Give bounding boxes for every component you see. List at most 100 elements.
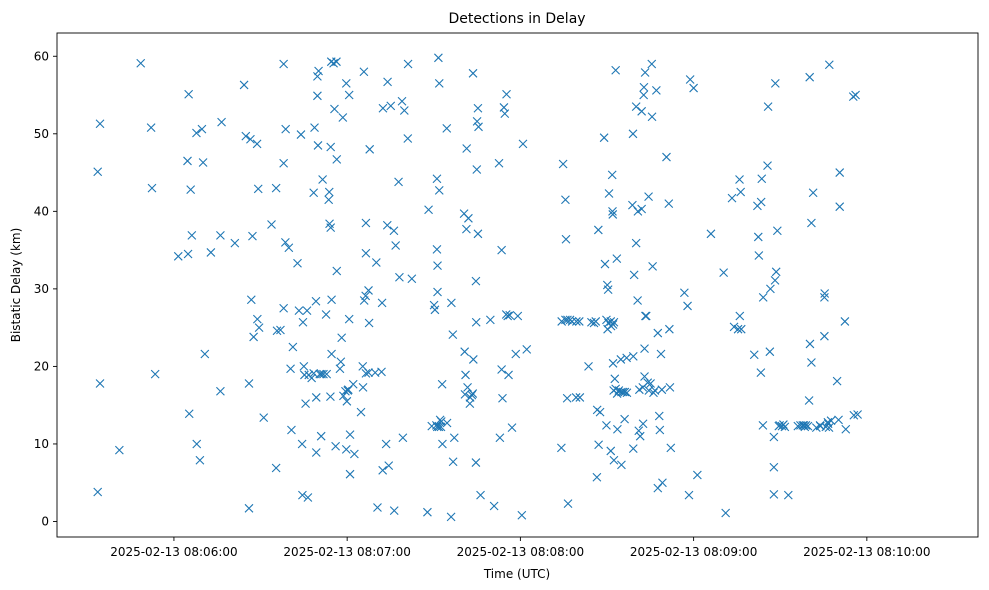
data-point [468,68,478,78]
data-point [567,317,577,326]
data-point [216,386,225,396]
data-point [301,399,310,409]
data-point [446,298,456,308]
data-point [241,131,251,141]
data-point [432,174,442,184]
data-point [783,490,793,500]
data-point [280,237,290,247]
data-point [344,90,354,100]
data-point [563,499,573,509]
data-point [192,439,202,449]
data-point [653,328,663,338]
data-point [727,193,737,203]
data-point [736,324,746,334]
data-point [620,414,630,424]
data-point [608,358,618,368]
data-point [337,333,347,343]
data-point [391,241,401,250]
data-point [472,117,482,126]
data-point [648,262,658,271]
data-point [758,293,768,302]
data-point [279,59,289,69]
data-point [639,82,649,92]
data-point [504,370,513,380]
data-point [572,317,581,326]
data-point [332,57,341,67]
data-point [756,368,766,378]
data-point [322,369,332,379]
data-point [634,426,644,436]
data-point [602,420,611,430]
data-point [271,463,281,473]
data-point [471,458,481,467]
data-point [612,254,622,264]
data-point [502,89,511,99]
data-point [683,301,692,311]
data-point [114,445,124,455]
data-point [341,386,350,396]
data-points [93,53,862,522]
data-point [398,433,408,443]
x-axis-label: Time (UTC) [483,567,550,581]
data-point [327,349,336,359]
data-point [136,58,146,68]
data-point [666,443,676,453]
data-point [348,379,358,389]
data-point [849,410,859,420]
data-point [561,234,571,244]
data-point [331,441,340,451]
data-point [319,369,328,379]
data-point [729,322,739,332]
data-point [279,303,289,313]
data-point [641,311,651,321]
data-point [471,317,481,327]
data-point [655,425,665,435]
data-point [692,470,702,480]
data-point [497,365,507,374]
data-point [95,119,105,129]
data-point [604,189,614,198]
data-point [826,416,836,426]
data-point [313,141,323,150]
data-point [293,258,302,268]
data-point [644,192,653,201]
data-point [633,296,642,305]
data-point [489,501,499,511]
data-point [244,503,254,513]
x-axis: 2025-02-13 08:06:00 2025-02-13 08:07:00 20… [110,537,931,559]
data-point [622,353,632,363]
data-point [518,139,528,149]
data-point [246,295,256,305]
data-point [804,396,814,405]
data-point [600,259,610,269]
data-point [332,154,342,164]
data-point [769,462,779,472]
data-point [647,59,657,69]
data-point [758,420,768,430]
data-point [575,393,585,402]
x-tick-label: 2025-02-13 08:09:00 [630,545,757,559]
data-point [522,344,532,354]
data-point [361,218,371,228]
data-point [657,385,667,395]
data-point [434,422,444,432]
data-point [342,396,352,406]
data-point [771,267,781,277]
data-point [662,152,671,162]
data-point [824,423,834,433]
data-point [834,415,843,425]
data-point [803,421,813,431]
data-point [595,407,605,417]
data-point [609,455,619,465]
data-point [476,490,485,500]
data-point [407,274,417,284]
data-point [298,317,308,327]
data-point [735,311,745,321]
data-point [364,318,374,328]
data-point [763,161,772,170]
data-point [341,444,351,454]
y-tick-label: 20 [34,359,49,373]
data-point [805,72,815,82]
data-point [840,317,850,326]
